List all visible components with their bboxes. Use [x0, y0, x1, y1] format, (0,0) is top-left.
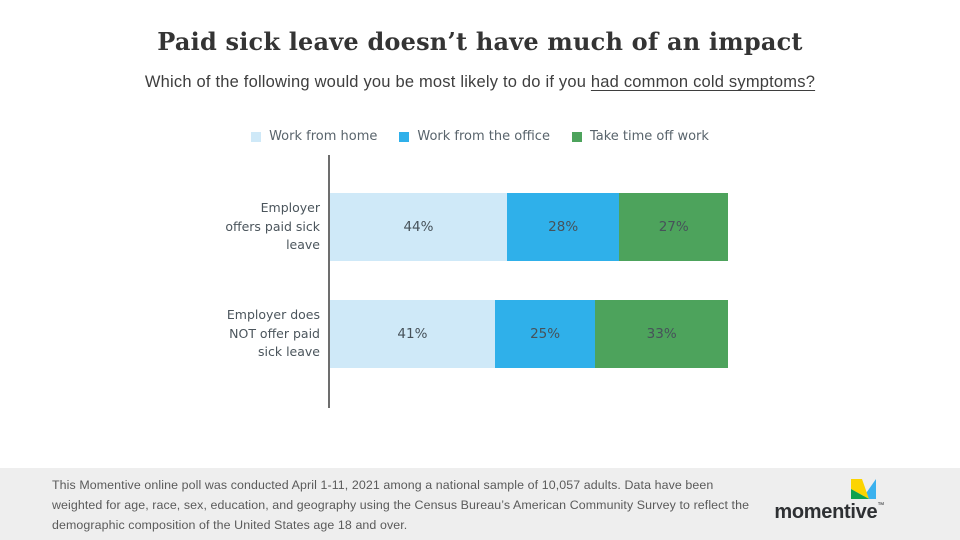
momentive-logo-icon — [851, 479, 876, 499]
methodology-note: This Momentive online poll was conducted… — [52, 478, 750, 532]
data-label: 25% — [530, 326, 561, 342]
stacked-bar-chart: Employer offers paid sick leave 44% 28% … — [0, 155, 960, 408]
bar-segment-work-from-home: 44% — [330, 193, 507, 261]
bar-segment-work-from-office: 28% — [506, 193, 620, 261]
category-label-no-paid-sick-leave: Employer does NOT offer paid sick leave — [226, 306, 320, 360]
data-label: 33% — [646, 326, 677, 342]
bar-segment-work-from-home: 41% — [330, 300, 495, 368]
brand-name: momentive — [774, 501, 878, 523]
question-text: Which of the following would you be most… — [144, 73, 591, 91]
legend-swatch-take-time-off — [571, 131, 582, 142]
bar-segment-work-from-office: 25% — [494, 300, 596, 368]
bar-offers-paid-sick-leave: 44% 28% 27% — [330, 193, 728, 261]
y-axis-line — [328, 155, 330, 408]
question-underlined-text: had common cold symptoms? — [590, 73, 816, 91]
momentive-logo: momentive™ — [774, 478, 884, 522]
chart-row-offers-paid-sick-leave: Employer offers paid sick leave 44% 28% … — [0, 193, 730, 261]
footer-bar: This Momentive online poll was conducted… — [0, 468, 960, 540]
legend-swatch-work-from-office — [399, 131, 410, 142]
legend-label-take-time-off: Take time off work — [589, 129, 709, 144]
legend-swatch-work-from-home — [251, 131, 262, 142]
trademark-symbol: ™ — [877, 502, 884, 509]
legend-item-work-from-office: Work from the office — [399, 129, 550, 144]
legend-item-take-time-off: Take time off work — [571, 129, 709, 144]
chart-row-no-paid-sick-leave: Employer does NOT offer paid sick leave … — [0, 300, 730, 368]
legend-label-work-from-office: Work from the office — [417, 129, 550, 144]
legend-item-work-from-home: Work from home — [251, 129, 377, 144]
chart-legend: Work from home Work from the office Take… — [0, 129, 960, 144]
data-label: 44% — [403, 219, 434, 235]
data-label: 27% — [658, 219, 689, 235]
bar-segment-take-time-off: 27% — [619, 193, 728, 261]
data-label: 41% — [397, 326, 428, 342]
momentive-wordmark: momentive™ — [774, 502, 884, 522]
slide-title: Paid sick leave doesn’t have much of an … — [157, 27, 803, 56]
bar-segment-take-time-off: 33% — [595, 300, 728, 368]
bar-no-paid-sick-leave: 41% 25% 33% — [330, 300, 728, 368]
survey-question: Which of the following would you be most… — [0, 73, 960, 92]
legend-label-work-from-home: Work from home — [269, 129, 378, 144]
data-label: 28% — [548, 219, 579, 235]
category-label-offers-paid-sick-leave: Employer offers paid sick leave — [225, 199, 320, 253]
